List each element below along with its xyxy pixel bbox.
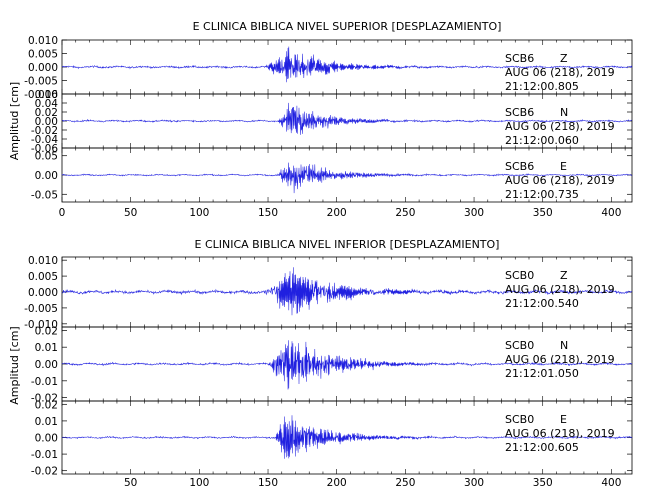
y-axis-label: Amplitud [cm]: [8, 82, 21, 160]
chart-title: E CLINICA BIBLICA NIVEL SUPERIOR [DESPLA…: [193, 20, 502, 33]
y-tick-label: 0.010: [28, 255, 58, 267]
x-tick-label: 250: [395, 207, 415, 219]
date-label: AUG 06 (218), 2019: [505, 120, 615, 133]
y-tick-label: 0.00: [35, 433, 58, 445]
x-tick-label: 100: [189, 207, 209, 219]
y-tick-label: -0.005: [24, 76, 58, 88]
component-label: E: [560, 160, 567, 173]
station-label: SCB6: [505, 52, 534, 65]
y-axis-label: Amplitud [cm]: [8, 326, 21, 404]
x-tick-label: 50: [124, 207, 137, 219]
channel-panel-scb6-n: 0.060.040.020.00-0.02-0.04-0.06 SCB6 NAUG …: [31, 89, 633, 155]
x-tick-label: 150: [258, 207, 278, 219]
y-tick-label: 0.02: [35, 325, 58, 337]
time-label: 21:12:00.805: [505, 80, 579, 93]
x-tick-label: 400: [601, 477, 621, 489]
x-tick-label: 400: [601, 207, 621, 219]
x-tick-label: 100: [189, 477, 209, 489]
y-tick-label: 0.05: [35, 151, 58, 163]
y-tick-label: 0.010: [28, 35, 58, 47]
y-tick-label: -0.01: [31, 376, 58, 388]
x-tick-label: 350: [533, 207, 553, 219]
x-tick-label: 250: [395, 477, 415, 489]
time-label: 21:12:00.605: [505, 441, 579, 454]
y-tick-label: 0.005: [28, 49, 58, 61]
y-tick-label: -0.01: [31, 449, 58, 461]
chart-2: E CLINICA BIBLICA NIVEL INFERIOR [DESPLA…: [8, 238, 633, 489]
waveform-series: [61, 267, 633, 316]
waveform-series: [61, 102, 633, 135]
waveform-series: [61, 162, 633, 194]
station-label: SCB6: [505, 160, 534, 173]
y-tick-label: 0.005: [28, 271, 58, 283]
chart-1: E CLINICA BIBLICA NIVEL SUPERIOR [DESPLA…: [8, 20, 633, 219]
y-tick-label: 0.01: [35, 416, 58, 428]
station-label: SCB0: [505, 339, 534, 352]
y-tick-label: 0.02: [35, 107, 58, 119]
date-label: AUG 06 (218), 2019: [505, 174, 615, 187]
date-label: AUG 06 (218), 2019: [505, 427, 615, 440]
y-tick-label: 0.00: [35, 359, 58, 371]
y-tick-label: -0.02: [31, 125, 58, 137]
x-tick-label: 50: [124, 477, 137, 489]
component-label: Z: [560, 52, 568, 65]
x-tick-label: 0: [59, 207, 66, 219]
x-tick-label: 200: [327, 477, 347, 489]
chart-title: E CLINICA BIBLICA NIVEL INFERIOR [DESPLA…: [195, 238, 500, 251]
y-tick-label: -0.05: [31, 189, 58, 201]
date-label: AUG 06 (218), 2019: [505, 353, 615, 366]
y-tick-label: -0.02: [31, 466, 58, 478]
station-label: SCB6: [505, 106, 534, 119]
x-tick-label: 350: [533, 477, 553, 489]
x-tick-label: 150: [258, 477, 278, 489]
y-tick-label: -0.04: [31, 134, 58, 146]
waveform-series: [61, 340, 633, 390]
y-tick-label: 0.02: [35, 399, 58, 411]
y-tick-label: 0.06: [35, 89, 59, 101]
date-label: AUG 06 (218), 2019: [505, 66, 615, 79]
date-label: AUG 06 (218), 2019: [505, 283, 615, 296]
x-tick-label: 200: [327, 207, 347, 219]
waveform-series: [61, 415, 633, 459]
waveform-series: [61, 46, 633, 83]
x-tick-label: 300: [464, 477, 484, 489]
time-label: 21:12:00.540: [505, 297, 579, 310]
y-tick-label: 0.00: [35, 116, 58, 128]
x-tick-label: 300: [464, 207, 484, 219]
time-label: 21:12:00.735: [505, 188, 579, 201]
y-tick-label: -0.010: [24, 319, 58, 331]
station-label: SCB0: [505, 413, 534, 426]
time-label: 21:12:00.060: [505, 134, 579, 147]
y-tick-label: 0.000: [28, 287, 58, 299]
station-label: SCB0: [505, 269, 534, 282]
component-label: Z: [560, 269, 568, 282]
y-tick-label: 0.01: [35, 342, 58, 354]
y-tick-label: -0.06: [31, 143, 58, 155]
y-tick-label: -0.02: [31, 393, 58, 405]
y-tick-label: 0.04: [35, 98, 59, 110]
y-tick-label: -0.010: [24, 89, 58, 101]
y-tick-label: 0.000: [28, 62, 58, 74]
time-label: 21:12:01.050: [505, 367, 579, 380]
component-label: N: [560, 339, 568, 352]
component-label: E: [560, 413, 567, 426]
y-tick-label: -0.005: [24, 303, 58, 315]
y-tick-label: 0.00: [35, 170, 58, 182]
component-label: N: [560, 106, 568, 119]
